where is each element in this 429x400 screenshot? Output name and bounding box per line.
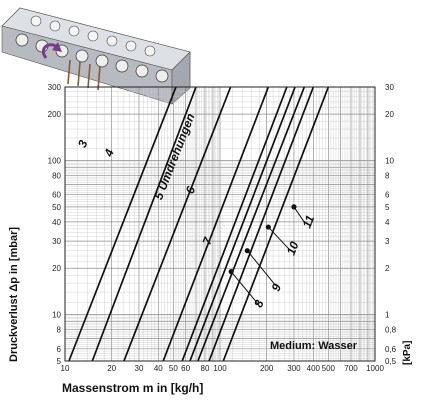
y-tick-label-left: 6: [57, 345, 62, 354]
y-tick-label-left: 200: [48, 110, 62, 119]
plot-frame: [64, 86, 376, 362]
label-pointer-dot: [265, 224, 271, 230]
y-tick-label-left: 20: [52, 264, 61, 273]
curve-label: 11: [300, 213, 318, 230]
y-axis-label-left: Druckverlust Δp in [mbar]: [8, 227, 20, 362]
curve-5: [123, 87, 232, 361]
curve-label: 9: [269, 282, 285, 294]
y-tick-labels-left: 5 6 8 10 20 30 40 50 60 80 100 200 300: [48, 83, 62, 366]
y-tick-label-left: 8: [57, 326, 62, 335]
y-tick-label-right: 6: [385, 191, 390, 200]
y-tick-label-right: 0,5: [385, 357, 397, 366]
y-tick-label-right: 0,8: [385, 326, 397, 335]
curve-11: [222, 87, 330, 361]
label-pointer-line: [293, 206, 306, 224]
y-tick-label-left: 10: [52, 311, 61, 320]
label-pointer-dot: [291, 204, 297, 210]
x-tick-label: 400: [307, 364, 321, 373]
x-tick-label: 100: [213, 364, 227, 373]
x-tick-label: 1000: [366, 364, 384, 373]
y-tick-label-left: 50: [52, 203, 61, 212]
y-tick-label-right: 5: [385, 203, 390, 212]
x-tick-label: 50: [169, 364, 178, 373]
x-tick-label: 300: [287, 364, 301, 373]
x-tick-label: 20: [107, 364, 116, 373]
label-pointers-layer: [228, 204, 306, 304]
x-tick-label: 700: [344, 364, 358, 373]
x-tick-label: 80: [201, 364, 210, 373]
label-pointer-dot: [244, 248, 250, 254]
label-pointer-line: [246, 250, 276, 286]
y-tick-label-left: 5: [57, 357, 62, 366]
curve-4: [91, 87, 197, 361]
medium-annotation: Medium: Wasser: [270, 340, 358, 352]
y-tick-label-right: 30: [385, 83, 394, 92]
y-tick-label-left: 60: [52, 191, 61, 200]
curve-label: 8: [251, 298, 267, 310]
curves-layer: [68, 87, 330, 361]
curve-8: [189, 87, 296, 361]
curve-label: 3: [75, 138, 91, 150]
curve-label: 6: [183, 184, 199, 196]
x-tick-label: 60: [181, 364, 190, 373]
y-tick-label-right: 10: [385, 157, 394, 166]
x-tick-label: 500: [322, 364, 336, 373]
curve-10: [208, 87, 315, 361]
y-tick-label-left: 300: [48, 83, 62, 92]
y-tick-label-right: 1: [385, 311, 390, 320]
chart-grid: [65, 87, 375, 361]
curve-label: 10: [284, 239, 302, 257]
y-tick-label-right: 3: [385, 237, 390, 246]
x-tick-label: 200: [260, 364, 274, 373]
y-tick-label-left: 40: [52, 218, 61, 227]
y-tick-label-right: 2: [385, 264, 390, 273]
curve-6: [162, 87, 270, 361]
x-tick-label: 30: [135, 364, 144, 373]
curve-3: [68, 87, 177, 361]
y-tick-label-left: 30: [52, 237, 61, 246]
y-tick-labels-right: 0,5 0,6 0,8 1 2 3 4 5 6 8 10 20 30: [385, 83, 397, 366]
x-tick-label: 40: [154, 364, 163, 373]
y-tick-label-left: 80: [52, 171, 61, 180]
y-tick-label-right: 20: [385, 110, 394, 119]
label-pointer-dot: [228, 269, 234, 275]
x-axis-label: Massenstrom m in [kg/h]: [62, 381, 203, 395]
label-pointer-line: [267, 226, 291, 252]
curve-9: [197, 87, 306, 361]
y-tick-label-right: 0,6: [385, 345, 397, 354]
y-tick-label-right: 8: [385, 171, 390, 180]
y-tick-label-left: 100: [48, 157, 62, 166]
y-tick-label-right: 4: [385, 218, 390, 227]
y-axis-label-right: [kPa]: [402, 341, 413, 365]
curve-label: 4: [101, 147, 117, 160]
curve-7: [181, 87, 288, 361]
x-tick-label: 10: [61, 364, 70, 373]
valve-manifold-illustration: [1, 7, 191, 105]
label-pointer-line: [230, 271, 259, 304]
x-tick-labels: 10 20 30 40 50 60 80 100 200 300 400 500 700 1000: [61, 364, 385, 373]
